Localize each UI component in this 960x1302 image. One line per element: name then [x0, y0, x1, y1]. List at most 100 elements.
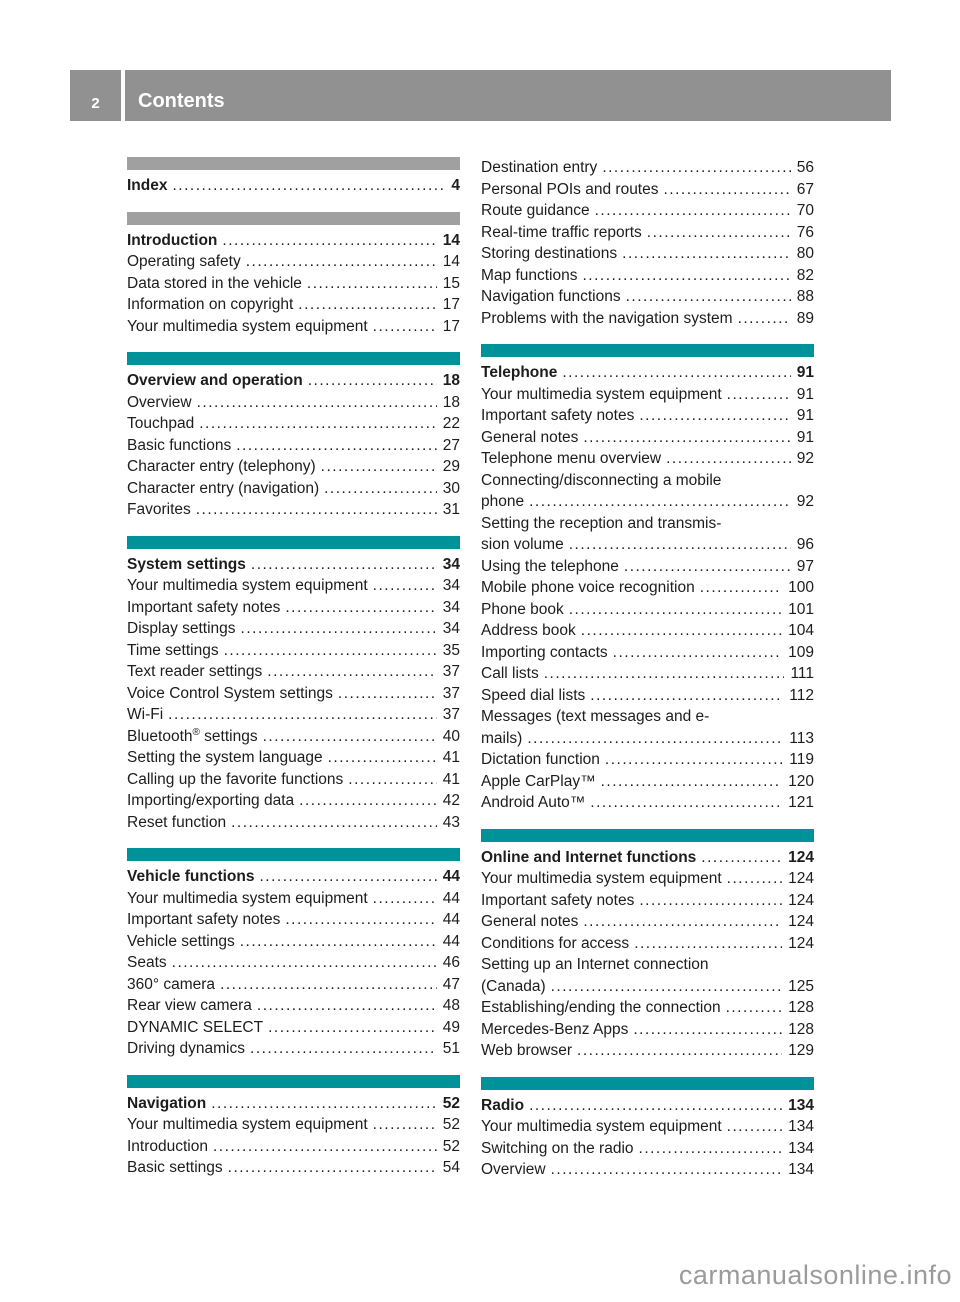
toc-entry: Important safety notes 44: [127, 909, 460, 931]
toc-entry: Map functions 82: [481, 265, 814, 287]
toc-entry: Conditions for access 124: [481, 933, 814, 955]
toc-entry-label: Switching on the radio: [481, 1139, 634, 1157]
toc-entry: Touchpad 22: [127, 413, 460, 435]
dot-leader: [268, 1017, 437, 1039]
toc-entry-page: 134: [788, 1139, 814, 1157]
toc-entry-label: Overview and operation: [127, 372, 303, 389]
page-title: Contents: [125, 70, 891, 121]
toc-entry-wrap-line: Messages (text messages and e-: [481, 708, 710, 725]
toc-entry-page: 92: [796, 450, 814, 467]
toc-entry: Phone book 101: [481, 599, 814, 621]
dot-leader: [298, 294, 436, 316]
toc-entry-label: Your multimedia system equipment: [127, 1116, 368, 1133]
toc-entry: Rear view camera 48: [127, 995, 460, 1017]
dot-leader: [583, 265, 791, 287]
dot-leader: [577, 1040, 782, 1062]
toc-entry-page: 82: [796, 266, 814, 284]
dot-leader: [727, 868, 782, 890]
toc-entry: Radio 134: [481, 1095, 814, 1117]
toc-section: Destination entry 56 Personal POIs and rou…: [481, 157, 814, 329]
toc-entry-label: Rear view camera: [127, 997, 252, 1014]
toc-entry-label: Online and Internet functions: [481, 848, 697, 866]
toc-entry-label: Address book: [481, 622, 576, 639]
dot-leader: [250, 1038, 437, 1060]
toc-entry: Switching on the radio 134: [481, 1138, 814, 1160]
toc-entry-page: 56: [796, 159, 814, 176]
toc-entry-label: phone: [481, 493, 525, 510]
toc-entry: sion volume 96: [481, 534, 814, 556]
dot-leader: [172, 175, 445, 197]
toc-entry-page: 52: [442, 1116, 460, 1133]
dot-leader: [601, 771, 783, 793]
toc-entry: Mobile phone voice recognition 100: [481, 577, 814, 599]
watermark: carmanualsonline.info: [678, 1260, 952, 1290]
toc-entry: Seats 46: [127, 952, 460, 974]
toc-entry-page: 51: [442, 1040, 460, 1057]
toc-entry-page: 52: [442, 1094, 460, 1112]
toc-entry-label: Personal POIs and routes: [481, 180, 659, 198]
toc-entry-page: 29: [442, 458, 460, 475]
dot-leader: [307, 273, 437, 295]
toc-entry: Importing/exporting data 42: [127, 790, 460, 812]
toc-entry: Web browser 129: [481, 1040, 814, 1062]
toc-entry-label: Basic functions: [127, 436, 232, 454]
toc-entry-page: 30: [442, 479, 460, 497]
dot-leader: [551, 1159, 783, 1181]
toc-entry-label: Index: [127, 177, 168, 194]
toc-entry: Text reader settings 37: [127, 661, 460, 683]
toc-section: Vehicle functions44Your multimedia syste…: [127, 848, 460, 1060]
toc-entry: Dictation function 119: [481, 749, 814, 771]
toc-entry-label: Bluetooth® settings: [127, 726, 258, 745]
toc-entry-page: 48: [442, 997, 460, 1014]
section-divider-bar: [127, 157, 460, 170]
toc-entry-page: 35: [442, 641, 460, 659]
dot-leader: [263, 726, 437, 748]
toc-entry-label: Basic settings: [127, 1159, 223, 1176]
toc-entry-page: 44: [442, 932, 460, 950]
toc-section: Telephone91Your multimedia system equipm…: [481, 344, 814, 814]
page-number: 2: [70, 70, 121, 121]
toc-entry: Storing destinations 80: [481, 243, 814, 265]
toc-entry-label: Information on copyright: [127, 296, 294, 313]
toc-entry-page: 101: [788, 600, 814, 618]
toc-entry: Favorites 31: [127, 499, 460, 521]
toc-entry-page: 124: [788, 913, 814, 930]
toc-entry: Wi-Fi 37: [127, 704, 460, 726]
toc-entry-page: 111: [790, 665, 814, 682]
toc-entry: Online and Internet functions 124: [481, 847, 814, 869]
dot-leader: [701, 847, 782, 869]
toc-entry: Index 4: [127, 175, 460, 197]
toc-entry-label: Important safety notes: [481, 407, 635, 424]
dot-leader: [211, 1093, 437, 1115]
toc-entry: Importing contacts 109: [481, 642, 814, 664]
toc-column-left: Index 4 Introduction 14 Operating safety 14 Da…: [127, 157, 460, 1196]
section-divider-bar: [127, 352, 460, 365]
toc-entry: 360° camera 47: [127, 974, 460, 996]
toc-entry-page: 80: [796, 245, 814, 262]
toc-entry-label: Voice Control System settings: [127, 684, 333, 702]
toc-entry-page: 15: [442, 274, 460, 292]
toc-entry-page: 14: [442, 253, 460, 270]
toc-entry: Real-time traffic reports 76: [481, 222, 814, 244]
toc-entry: Navigation 52: [127, 1093, 460, 1115]
toc-entry-label: Conditions for access: [481, 934, 630, 952]
dot-leader: [738, 308, 791, 330]
toc-entry-page: 44: [442, 911, 460, 928]
toc-entry: Personal POIs and routes 67: [481, 179, 814, 201]
section-divider-bar: [481, 1076, 814, 1090]
toc-entry: Important safety notes 124: [481, 890, 814, 912]
toc-entry-page: 49: [442, 1018, 460, 1036]
toc-entry: Your multimedia system equipment 52: [127, 1114, 460, 1136]
toc-entry-label: Establishing/ending the connection: [481, 999, 721, 1016]
toc-entry-label: Your multimedia system equipment: [481, 1118, 722, 1135]
toc-entry-page: 124: [788, 848, 814, 866]
toc-entry-page: 52: [442, 1137, 460, 1155]
toc-entry-page: 91: [796, 385, 814, 403]
dot-leader: [590, 792, 782, 814]
toc-entry-label: Seats: [127, 954, 167, 971]
toc-entry-wrap-line: Setting up an Internet connection: [481, 956, 709, 973]
toc-entry: System settings 34: [127, 554, 460, 576]
dot-leader: [666, 448, 791, 470]
toc-entry: Calling up the favorite functions 41: [127, 769, 460, 791]
dot-leader: [373, 888, 437, 910]
